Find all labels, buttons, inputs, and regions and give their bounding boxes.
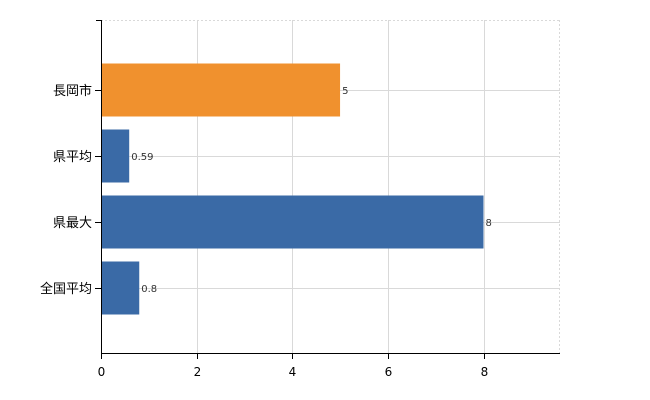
x-tick-label: 0: [98, 365, 106, 379]
value-label: 8: [486, 218, 492, 229]
category-label: 県最大: [53, 216, 92, 231]
axis-layer: [95, 20, 560, 359]
bar: [102, 129, 130, 183]
x-tick-label: 4: [289, 365, 297, 379]
category-label: 長岡市: [53, 83, 92, 99]
value-label: 0.8: [141, 284, 157, 295]
value-label: 5: [342, 86, 348, 97]
bar: [102, 261, 140, 315]
x-tick-label: 8: [481, 365, 489, 379]
x-tick-label: 2: [194, 365, 202, 379]
bar-layer: [102, 63, 484, 315]
bar: [102, 195, 484, 249]
bar: [102, 63, 341, 117]
category-label: 全国平均: [40, 281, 92, 297]
x-tick-label: 6: [385, 365, 393, 379]
value-label: 0.59: [131, 152, 153, 163]
category-label: 県平均: [53, 150, 92, 165]
label-layer: 0 2 4 6 8 長岡市 5 県平均 0.59 県最大 8 全国平均 0.8: [40, 83, 492, 379]
